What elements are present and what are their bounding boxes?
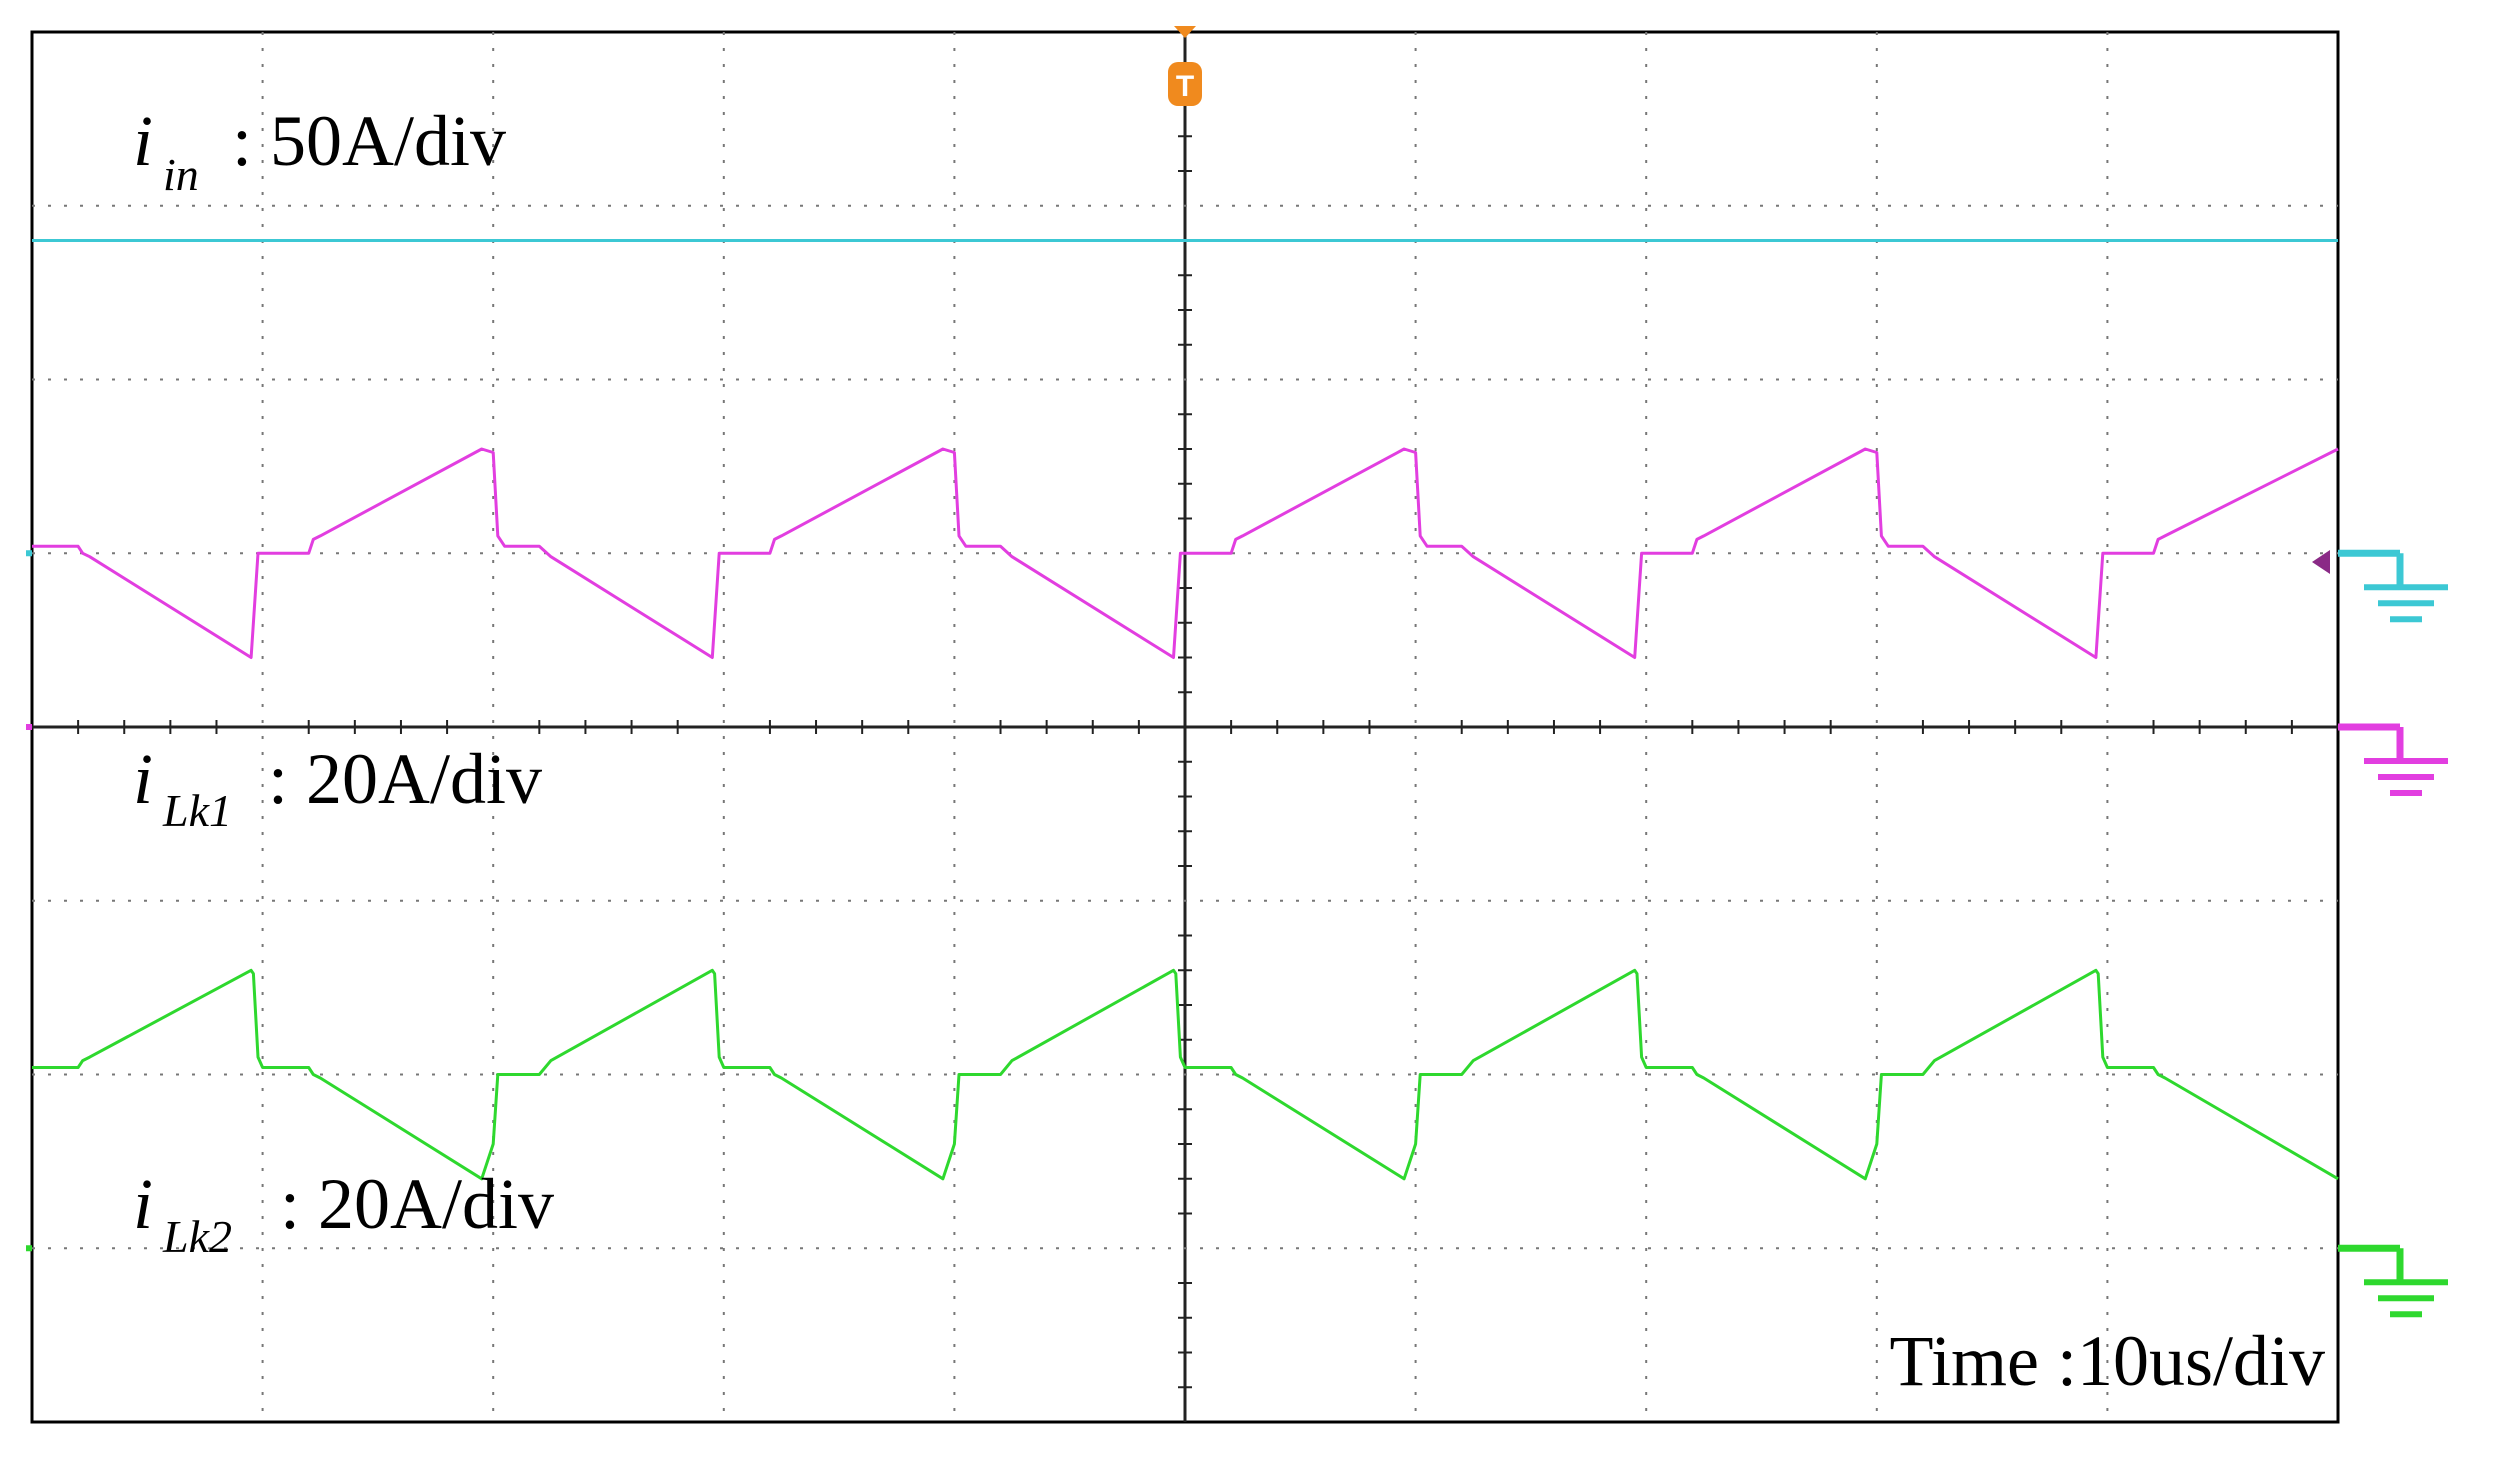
plot-grid	[30, 30, 2340, 1424]
label-i-lk2-symbol: i	[133, 1164, 153, 1244]
label-i-in-scale: : 50A/div	[232, 101, 506, 181]
ground-i-lk1-icon	[26, 723, 2448, 796]
label-i-lk1-scale: : 20A/div	[268, 739, 542, 819]
trigger-label: T	[1176, 70, 1194, 103]
label-i-in: i in : 50A/div	[133, 101, 506, 200]
time-scale-label: Time :10us/div	[1890, 1321, 2325, 1401]
label-i-lk2: i Lk2 : 20A/div	[133, 1164, 554, 1262]
left-channel-marker	[26, 1245, 32, 1252]
ground-markers	[26, 549, 2448, 1318]
label-i-in-symbol: i	[133, 101, 153, 181]
waveform-traces	[32, 239, 2339, 1181]
label-i-lk1-symbol: i	[133, 739, 153, 819]
trace-i-lk1	[32, 447, 2339, 659]
left-channel-marker	[26, 550, 32, 557]
label-i-in-subscript: in	[163, 149, 199, 200]
label-i-lk2-scale: : 20A/div	[280, 1164, 554, 1244]
label-i-lk1-subscript: Lk1	[162, 785, 232, 836]
trigger-arrow-icon	[1174, 26, 1196, 38]
ground-i-in-icon	[26, 549, 2448, 623]
label-i-lk1: i Lk1 : 20A/div	[133, 739, 542, 836]
left-channel-marker	[26, 724, 32, 730]
trace-i-lk2	[32, 968, 2339, 1181]
ground-i-lk2-icon	[26, 1244, 2448, 1318]
channel-offset-marker-icon	[2312, 550, 2330, 574]
trigger-marker: T	[1168, 26, 1202, 106]
trigger-badge	[1168, 62, 1202, 106]
label-i-lk2-subscript: Lk2	[162, 1211, 232, 1262]
